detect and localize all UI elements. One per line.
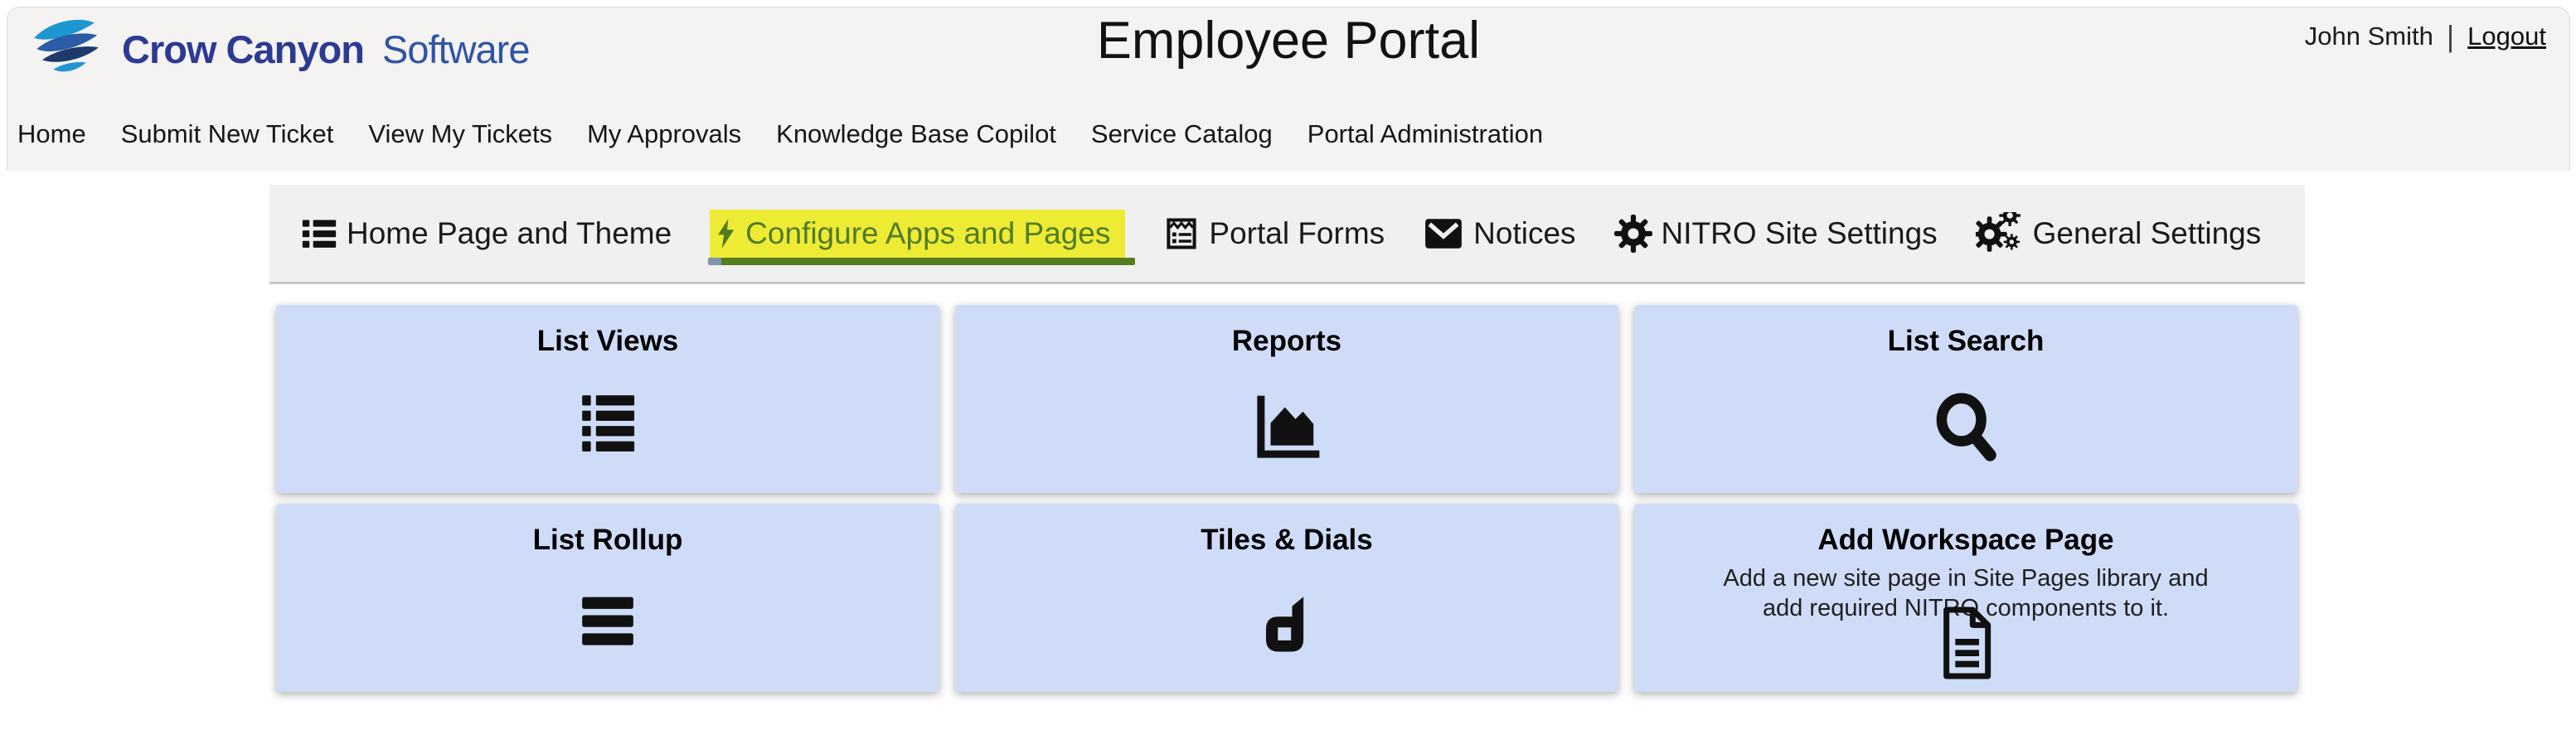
envelope-icon <box>1425 218 1463 249</box>
area-chart-icon <box>1257 395 1320 458</box>
tab-general-settings[interactable]: General Settings <box>1976 212 2262 255</box>
tile-list-views[interactable]: List Views <box>276 305 939 493</box>
tab-label: Configure Apps and Pages <box>745 215 1111 250</box>
tab-label: Notices <box>1473 215 1576 250</box>
tile-add-workspace-page[interactable]: Add Workspace Page Add a new site page i… <box>1634 504 2297 692</box>
tab-label: Portal Forms <box>1209 215 1385 250</box>
tab-configure-apps-and-pages[interactable]: Configure Apps and Pages <box>708 209 1136 265</box>
brand-name: Crow Canyon <box>122 27 365 71</box>
tile-description: Add a new site page in Site Pages librar… <box>1723 565 2209 622</box>
header: Crow Canyon Software Employee Portal Joh… <box>7 7 2570 171</box>
tab-label: Home Page and Theme <box>347 215 672 250</box>
tile-title: Tiles & Dials <box>1201 524 1373 556</box>
wing-swoosh-icon <box>34 19 99 72</box>
page-title: Employee Portal <box>1096 12 1481 70</box>
tab-label: General Settings <box>2032 215 2262 250</box>
tile-title: Add Workspace Page <box>1817 524 2114 556</box>
menu-bars-icon <box>582 597 633 645</box>
tile-list-search[interactable]: List Search <box>1634 305 2297 493</box>
admin-tab-bar: Home Page and Theme Configure Apps and P… <box>269 185 2305 284</box>
search-icon <box>1936 393 1996 462</box>
tab-portal-forms[interactable]: Portal Forms <box>1163 215 1385 252</box>
list-rows-icon <box>582 395 635 452</box>
nav-item-knowledge-base-copilot[interactable]: Knowledge Base Copilot <box>776 119 1056 148</box>
gear-icon <box>1614 215 1652 253</box>
document-icon <box>1943 607 1991 679</box>
tile-title: Reports <box>1231 325 1342 357</box>
app-tiles-grid: List Views Reports List Search <box>276 305 2297 692</box>
tile-tiles-and-dials[interactable]: Tiles & Dials <box>955 504 1618 692</box>
user-area: John Smith | Logout <box>2305 19 2546 54</box>
tab-label: NITRO Site Settings <box>1661 215 1938 250</box>
brand-text: Crow Canyon Software <box>122 27 530 72</box>
active-tab-underline <box>708 257 1136 265</box>
list-icon <box>302 220 337 248</box>
nav-item-service-catalog[interactable]: Service Catalog <box>1090 119 1273 148</box>
tile-title: List Views <box>536 325 679 357</box>
tile-title: List Rollup <box>532 524 683 556</box>
nav-item-view-my-tickets[interactable]: View My Tickets <box>368 119 553 148</box>
user-separator: | <box>2446 19 2455 53</box>
tab-notices[interactable]: Notices <box>1423 215 1576 251</box>
form-icon <box>1167 217 1196 249</box>
tile-list-rollup[interactable]: List Rollup <box>276 504 939 692</box>
crow-canyon-logo: Crow Canyon Software <box>31 17 530 80</box>
nav-item-submit-new-ticket[interactable]: Submit New Ticket <box>120 119 334 148</box>
nav-item-home[interactable]: Home <box>17 119 86 148</box>
logout-link[interactable]: Logout <box>2467 22 2546 51</box>
nav-item-my-approvals[interactable]: My Approvals <box>587 119 742 148</box>
nav-item-portal-administration[interactable]: Portal Administration <box>1307 119 1544 148</box>
main-nav: Home Submit New Ticket View My Tickets M… <box>17 105 2553 163</box>
dial-icon <box>1265 597 1304 652</box>
tab-nitro-site-settings[interactable]: NITRO Site Settings <box>1614 215 1938 253</box>
user-name: John Smith <box>2304 22 2433 51</box>
tile-title: List Search <box>1887 325 2045 357</box>
brand-suffix: Software <box>381 27 530 71</box>
gears-icon <box>1976 212 2024 255</box>
tile-reports[interactable]: Reports <box>955 305 1618 493</box>
lightning-icon <box>718 218 735 249</box>
tab-home-page-and-theme[interactable]: Home Page and Theme <box>301 215 672 252</box>
